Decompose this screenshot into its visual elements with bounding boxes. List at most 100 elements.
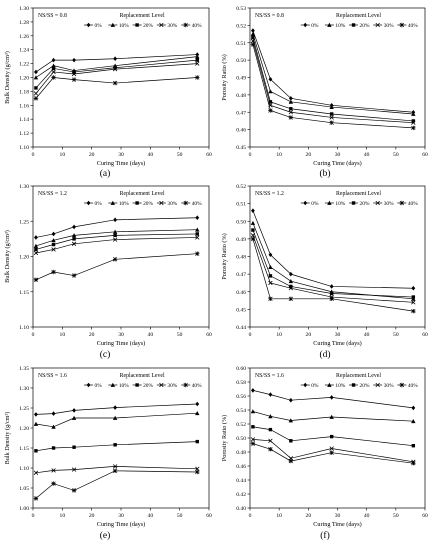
legend-entry: 30% bbox=[384, 383, 394, 389]
x-tick-label: 40 bbox=[148, 332, 154, 338]
y-axis-label: Porosity Ratio (%) bbox=[221, 54, 228, 100]
legend-entry: 10% bbox=[335, 201, 345, 207]
legend-entry: 30% bbox=[384, 23, 394, 29]
x-tick-label: 10 bbox=[276, 332, 282, 338]
legend-title: Replacement Level bbox=[336, 373, 381, 379]
y-tick-label: 0.48 bbox=[236, 255, 246, 261]
data-point-triangle bbox=[71, 233, 77, 238]
series bbox=[250, 31, 416, 116]
data-point-star bbox=[183, 382, 188, 388]
data-point-star bbox=[268, 296, 273, 301]
data-point-x bbox=[51, 247, 56, 252]
y-tick-label: 1.10 bbox=[19, 145, 29, 151]
data-point-square bbox=[251, 228, 255, 232]
data-point-square bbox=[51, 66, 56, 71]
legend-entry: 0% bbox=[95, 201, 103, 207]
data-point-triangle bbox=[329, 414, 334, 419]
data-point-star bbox=[288, 458, 294, 464]
data-point-x bbox=[51, 468, 56, 473]
data-point-diamond bbox=[86, 382, 91, 388]
data-point-diamond bbox=[86, 22, 91, 28]
data-point-square bbox=[113, 66, 117, 70]
data-point-star bbox=[329, 450, 334, 455]
data-point-triangle bbox=[250, 409, 256, 414]
y-tick-label: 1.00 bbox=[19, 506, 29, 512]
ratio-annotation: NS/SS = 1.6 bbox=[38, 373, 67, 379]
x-tick-label: 10 bbox=[60, 152, 66, 158]
data-point-x bbox=[71, 241, 77, 246]
x-tick-label: 0 bbox=[249, 152, 252, 158]
x-tick-label: 60 bbox=[422, 332, 428, 338]
legend-entry: 20% bbox=[143, 23, 153, 29]
data-point-triangle bbox=[268, 89, 273, 94]
legend-entry: 30% bbox=[384, 201, 394, 207]
data-point-star bbox=[411, 308, 416, 314]
data-point-square bbox=[268, 427, 273, 432]
plot-area bbox=[32, 185, 210, 328]
data-point-square bbox=[268, 100, 273, 104]
series bbox=[33, 61, 200, 96]
series bbox=[33, 464, 200, 475]
data-point-square bbox=[251, 35, 255, 40]
legend-entry: 20% bbox=[360, 23, 370, 29]
x-axis-label: Curing Time (days) bbox=[313, 340, 361, 347]
series bbox=[250, 437, 416, 464]
y-tick-label: 0.46 bbox=[236, 128, 246, 134]
data-point-square bbox=[329, 291, 334, 296]
data-point-triangle bbox=[33, 243, 39, 248]
data-point-triangle bbox=[112, 415, 118, 420]
data-point-triangle bbox=[51, 238, 56, 243]
y-tick-label: 0.42 bbox=[236, 492, 246, 498]
data-point-x bbox=[51, 69, 56, 75]
series-line bbox=[35, 59, 198, 89]
y-tick-label: 0.47 bbox=[236, 272, 246, 278]
data-point-diamond bbox=[303, 382, 308, 388]
series bbox=[33, 251, 200, 282]
data-point-square bbox=[135, 23, 139, 27]
series bbox=[34, 58, 199, 90]
x-tick-label: 40 bbox=[364, 332, 370, 338]
data-point-triangle bbox=[195, 227, 200, 232]
data-point-star bbox=[71, 488, 77, 493]
data-point-star bbox=[250, 236, 256, 242]
data-point-square bbox=[113, 443, 117, 447]
data-point-x bbox=[268, 280, 273, 286]
y-axis-label: Porosity Ratio (%) bbox=[221, 233, 228, 279]
data-point-x bbox=[411, 120, 416, 125]
legend-title: Replacement Level bbox=[120, 373, 165, 379]
data-point-star bbox=[71, 77, 77, 82]
data-point-x bbox=[250, 38, 256, 44]
x-tick-label: 30 bbox=[335, 332, 341, 338]
data-point-square bbox=[351, 201, 356, 205]
data-point-x bbox=[112, 66, 118, 72]
y-axis-label: Bulk Density (g/cm³) bbox=[4, 51, 11, 104]
x-axis-label: Curing Time (days) bbox=[97, 521, 145, 528]
y-tick-label: 0.60 bbox=[236, 366, 246, 372]
data-point-star bbox=[288, 296, 294, 301]
data-point-square bbox=[195, 232, 199, 236]
legend-entry: 10% bbox=[335, 23, 345, 29]
series bbox=[250, 42, 416, 131]
data-point-triangle bbox=[329, 104, 334, 109]
series bbox=[251, 388, 416, 411]
data-point-diamond bbox=[303, 200, 308, 206]
x-tick-label: 0 bbox=[32, 513, 35, 519]
x-tick-label: 10 bbox=[276, 513, 282, 519]
data-point-triangle bbox=[327, 200, 332, 205]
panel-label: (e) bbox=[100, 530, 111, 541]
data-point-star bbox=[268, 108, 273, 113]
x-tick-label: 40 bbox=[364, 513, 370, 519]
data-point-diamond bbox=[329, 284, 334, 289]
y-tick-label: 1.30 bbox=[19, 184, 29, 190]
data-point-star bbox=[71, 273, 77, 278]
data-point-star bbox=[329, 120, 334, 125]
chart-panel: 0 10 20 30 40 50 60 1.10 1.12 1.14 1.16 1.18 1.20 1.2… bbox=[4, 6, 212, 167]
x-tick-label: 30 bbox=[118, 152, 124, 158]
legend-entry: 40% bbox=[408, 201, 418, 207]
legend-entry: 30% bbox=[167, 23, 177, 29]
data-point-diamond bbox=[51, 231, 56, 237]
data-point-square bbox=[411, 295, 416, 299]
data-point-diamond bbox=[86, 200, 91, 206]
y-tick-label: 1.30 bbox=[19, 6, 29, 12]
data-point-star bbox=[268, 447, 273, 452]
